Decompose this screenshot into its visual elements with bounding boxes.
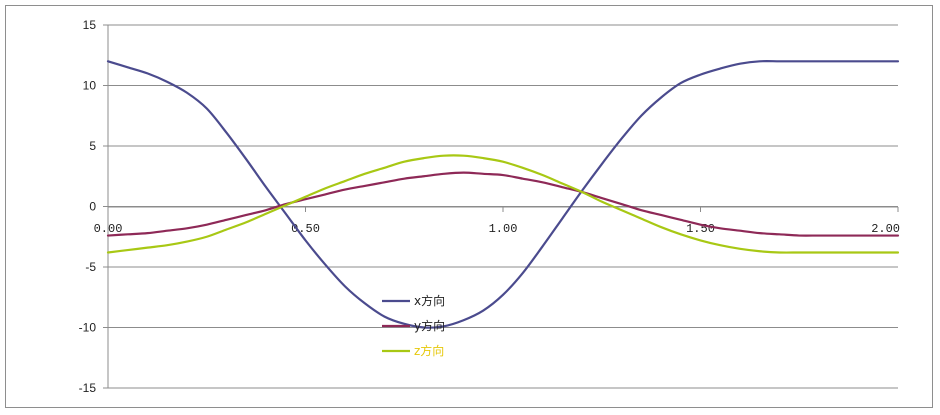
legend-label: x方向	[414, 293, 445, 308]
x-tick-label: 0.50	[291, 222, 320, 236]
series-layer	[106, 60, 900, 329]
y-tick-label: 0	[89, 200, 96, 214]
grid-lines	[108, 24, 898, 389]
series-line-1	[106, 60, 900, 329]
y-axis: 15 10 5 0 -5 -10 -15	[79, 18, 109, 395]
series-line-2	[106, 171, 900, 237]
x-axis: 0.00 0.50 1.00 1.50 2.00	[94, 206, 900, 236]
y-tick-label: -10	[79, 321, 97, 335]
legend-label: z方向	[414, 343, 444, 358]
y-tick-label: 10	[83, 79, 97, 93]
legend: x方向 y方向 z方向	[382, 293, 445, 358]
x-tick-label: 0.00	[94, 222, 123, 236]
x-tick-label: 1.00	[489, 222, 518, 236]
y-tick-label: -15	[79, 381, 97, 395]
y-tick-label: 5	[89, 139, 96, 153]
legend-label: y方向	[414, 318, 445, 333]
series-line-3	[106, 154, 900, 254]
y-tick-label: 15	[83, 18, 97, 32]
y-tick-label: -5	[85, 260, 96, 274]
x-tick-label: 2.00	[871, 222, 900, 236]
